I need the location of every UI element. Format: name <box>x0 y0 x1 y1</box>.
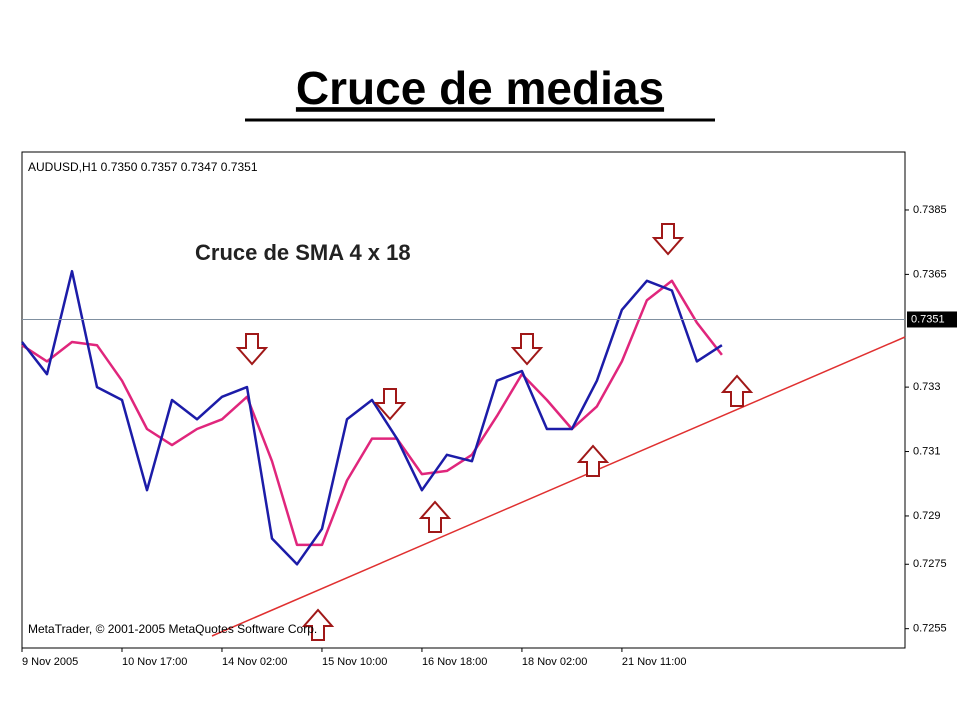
x-tick-label: 21 Nov 11:00 <box>622 656 687 668</box>
arrows <box>235 223 754 641</box>
y-tick-label: 0.733 <box>913 381 941 393</box>
x-tick-label: 10 Nov 17:00 <box>122 656 187 668</box>
y-tick-label: 0.7255 <box>913 623 947 635</box>
plot-frame <box>21 151 906 649</box>
down-arrow <box>510 333 544 366</box>
series-line <box>21 269 723 566</box>
down-arrow <box>651 223 685 256</box>
x-tick-label: 15 Nov 10:00 <box>322 656 387 668</box>
down-arrow <box>373 388 407 421</box>
down-arrow <box>235 333 269 366</box>
y-tick-label: 0.7365 <box>913 268 947 280</box>
chart-header: AUDUSD,H1 0.7350 0.7357 0.7347 0.7351 <box>28 160 258 174</box>
last-price-box <box>907 311 957 328</box>
x-tick-label: 16 Nov 18:00 <box>422 656 487 668</box>
slide-title: Cruce de medias <box>296 62 664 114</box>
up-arrow <box>576 444 610 477</box>
last-price-label: 0.7351 <box>911 313 945 325</box>
x-tick-label: 14 Nov 02:00 <box>222 656 287 668</box>
axes: 0.7255 0.7275 0.729 0.731 0.733 0.7365 0.7385 9… <box>21 204 957 668</box>
up-arrow <box>301 608 335 641</box>
x-tick-label: 18 Nov 02:00 <box>522 656 587 668</box>
y-tick-label: 0.731 <box>913 445 941 457</box>
annotation: Cruce de SMA 4 x 18 <box>195 240 411 265</box>
lines <box>21 269 723 566</box>
y-tick-label: 0.7385 <box>913 204 947 216</box>
y-tick-label: 0.7275 <box>913 558 947 570</box>
up-arrow <box>720 374 754 407</box>
series-line <box>21 279 723 547</box>
y-tick-label: 0.729 <box>913 510 941 522</box>
up-arrow <box>418 500 452 533</box>
x-tick-label: 9 Nov 2005 <box>22 656 78 668</box>
trend-line <box>211 336 906 637</box>
footer: MetaTrader, © 2001-2005 MetaQuotes Softw… <box>28 622 317 636</box>
